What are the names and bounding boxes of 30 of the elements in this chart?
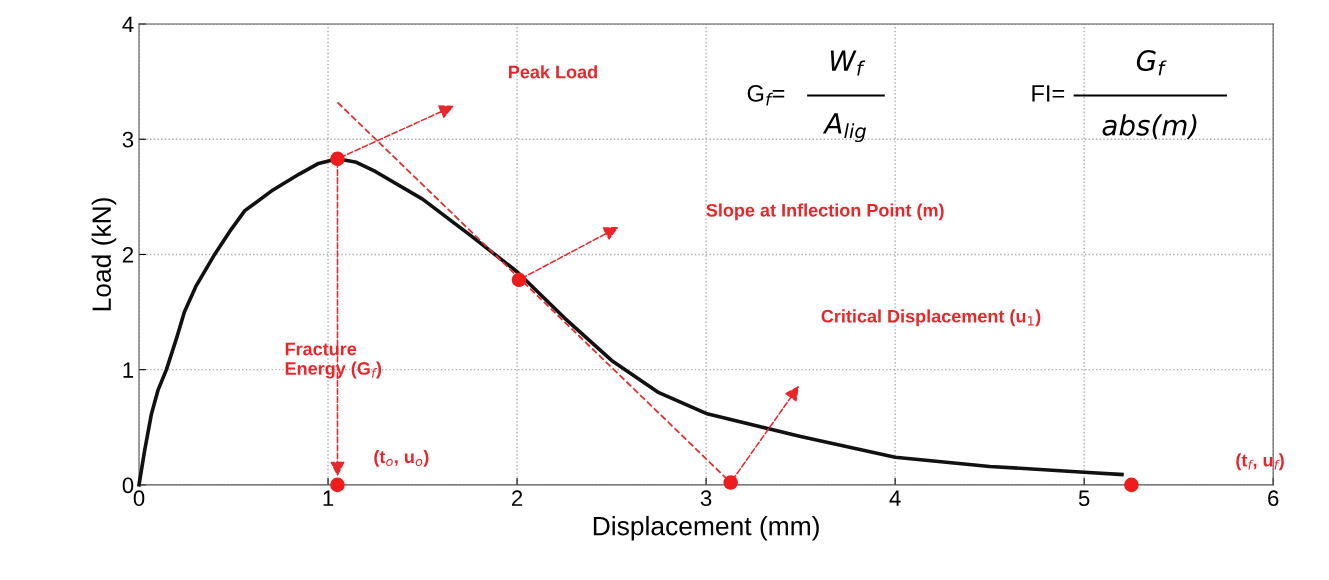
point [511, 272, 527, 288]
point [330, 151, 345, 167]
x-tick-label: 2 [512, 490, 523, 506]
annotation: Peak Load [509, 65, 597, 79]
annotation: W$_{f}$ [830, 50, 866, 76]
annotation: Fracture Energy (G$_{f}$) [285, 342, 382, 379]
annotation: (t$_{o}$, u$_{o}$) [374, 449, 429, 467]
y-tick-label: 3 [122, 131, 134, 148]
annotation: FI= [1032, 85, 1065, 102]
x-tick-label: 0 [133, 490, 145, 507]
annotation: Slope at Inflection Point (m) [706, 203, 944, 221]
y-axis-title: Load (kN) [91, 198, 117, 311]
point [723, 475, 738, 490]
y-tick-label: 4 [122, 16, 134, 33]
annotation: (t$_{f}$, u$_{f}$) [1236, 453, 1284, 471]
x-tick-label: 3 [700, 490, 712, 507]
x-tick-label: 4 [889, 490, 901, 506]
point [1124, 477, 1139, 493]
y-tick-label: 2 [122, 246, 134, 263]
x-axis-title: Displacement (mm) [593, 516, 819, 541]
y-tick-label: 0 [122, 477, 134, 494]
annotation: A$_{lig}$ [822, 113, 866, 143]
y-tick-label: 1 [123, 362, 134, 378]
x-tick-label: 6 [1268, 490, 1279, 507]
annotation: abs(m) [1102, 114, 1197, 140]
x-tick-label: 5 [1078, 490, 1090, 507]
x-tick-label: 1 [323, 490, 334, 506]
annotation: Critical Displacement (u$_{1}$) [821, 309, 1041, 327]
annotation: G$_{f}$ [1136, 50, 1167, 76]
annotation: G$_{f}$= [747, 85, 785, 106]
